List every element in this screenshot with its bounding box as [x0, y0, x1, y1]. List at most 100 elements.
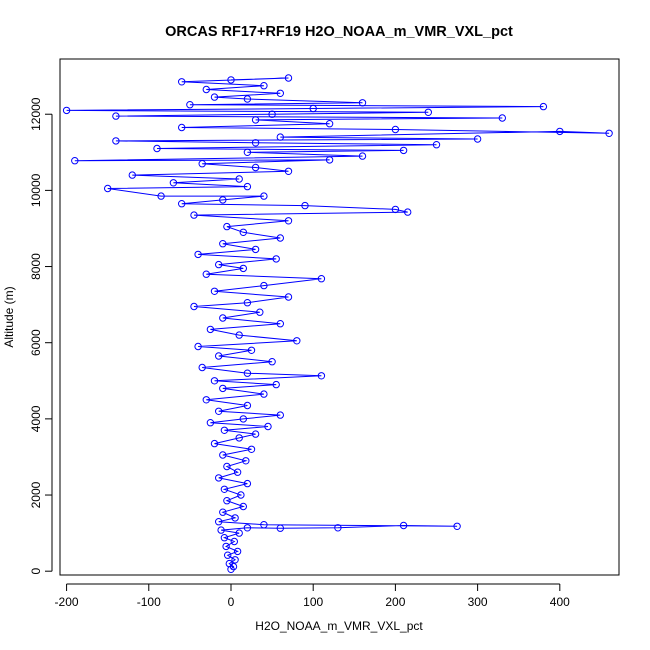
y-tick-label: 8000	[29, 253, 43, 280]
data-point	[206, 325, 215, 334]
x-tick-label: -200	[55, 595, 79, 609]
data-point	[239, 228, 248, 237]
data-point	[453, 522, 461, 530]
data-point	[404, 208, 412, 216]
y-tick-label: 6000	[29, 329, 43, 356]
plot-frame	[59, 58, 620, 576]
data-point	[272, 255, 280, 263]
data-point	[71, 157, 79, 165]
data-point	[219, 196, 227, 204]
data-point	[62, 106, 71, 115]
data-point	[268, 110, 276, 118]
data-point	[301, 201, 309, 210]
data-point	[190, 302, 198, 311]
data-points	[62, 74, 613, 573]
data-point	[198, 160, 206, 168]
data-point	[358, 152, 367, 160]
x-axis-label: H2O_NOAA_m_VMR_VXL_pct	[255, 619, 423, 633]
data-point	[243, 401, 252, 410]
data-point	[276, 234, 284, 242]
data-point	[157, 192, 165, 200]
data-point	[284, 217, 293, 225]
y-tick-label: 2000	[29, 481, 43, 508]
data-point	[233, 547, 242, 556]
data-point	[284, 74, 293, 82]
data-point	[215, 518, 223, 526]
data-point	[251, 430, 260, 438]
data-point	[432, 141, 441, 149]
x-tick-label: 0	[228, 595, 235, 609]
data-point	[473, 135, 482, 143]
data-point	[217, 526, 225, 534]
x-tick-label: 200	[385, 595, 405, 609]
data-point	[399, 146, 408, 155]
data-point	[256, 308, 264, 316]
data-point	[268, 358, 276, 366]
data-point	[317, 372, 326, 380]
data-point	[260, 192, 268, 200]
data-point	[239, 502, 248, 511]
data-point	[128, 171, 137, 179]
data-point	[276, 320, 284, 328]
data-point	[276, 133, 284, 141]
data-point	[260, 521, 268, 529]
data-point	[237, 491, 245, 499]
data-point	[239, 264, 248, 273]
data-point	[391, 205, 400, 214]
data-point	[153, 144, 161, 153]
data-point	[178, 200, 186, 208]
data-point	[112, 137, 120, 145]
data-point	[251, 139, 260, 147]
data-point	[227, 76, 235, 84]
data-point	[272, 380, 280, 389]
data-point	[243, 479, 252, 488]
data-point	[224, 551, 232, 559]
x-tick-label: 400	[550, 595, 570, 609]
y-tick-label: 10000	[29, 173, 43, 207]
data-point	[169, 179, 178, 187]
data-point	[235, 434, 243, 442]
data-point	[178, 78, 186, 86]
data-point	[276, 524, 284, 532]
data-point	[222, 542, 230, 551]
data-point	[424, 108, 432, 117]
data-point	[210, 439, 219, 448]
data-point	[231, 514, 239, 522]
data-point	[186, 101, 194, 109]
data-point	[239, 415, 248, 423]
data-point	[264, 422, 272, 431]
series-line	[66, 77, 610, 570]
data-point	[215, 474, 223, 482]
data-point	[210, 377, 219, 385]
y-axis: 0 2000 4000 6000 8000 10000 12000	[29, 97, 53, 575]
data-point	[202, 270, 211, 278]
data-point	[334, 524, 342, 532]
data-point	[235, 331, 243, 339]
data-point	[235, 175, 243, 183]
data-point	[206, 419, 215, 427]
y-tick-label: 0	[29, 568, 43, 575]
data-point	[284, 167, 293, 176]
x-tick-label: 300	[468, 595, 488, 609]
data-point	[219, 508, 227, 516]
data-point	[317, 275, 326, 283]
data-point	[247, 445, 256, 453]
data-point	[210, 287, 219, 295]
data-point	[235, 529, 243, 537]
data-point	[104, 184, 112, 193]
data-point	[325, 156, 334, 164]
data-point	[247, 346, 256, 354]
data-point	[223, 222, 231, 231]
data-point	[231, 556, 239, 564]
chart-title: ORCAS RF17+RF19 H2O_NOAA_m_VMR_VXL_pct	[165, 24, 513, 40]
data-point	[112, 112, 120, 120]
y-tick-label: 12000	[29, 97, 43, 131]
data-point	[194, 250, 202, 259]
data-point	[215, 352, 223, 360]
data-point	[243, 369, 252, 377]
data-point	[243, 182, 252, 191]
data-point	[219, 384, 227, 393]
data-point	[358, 99, 367, 107]
data-point	[198, 363, 206, 372]
data-point	[605, 129, 613, 138]
